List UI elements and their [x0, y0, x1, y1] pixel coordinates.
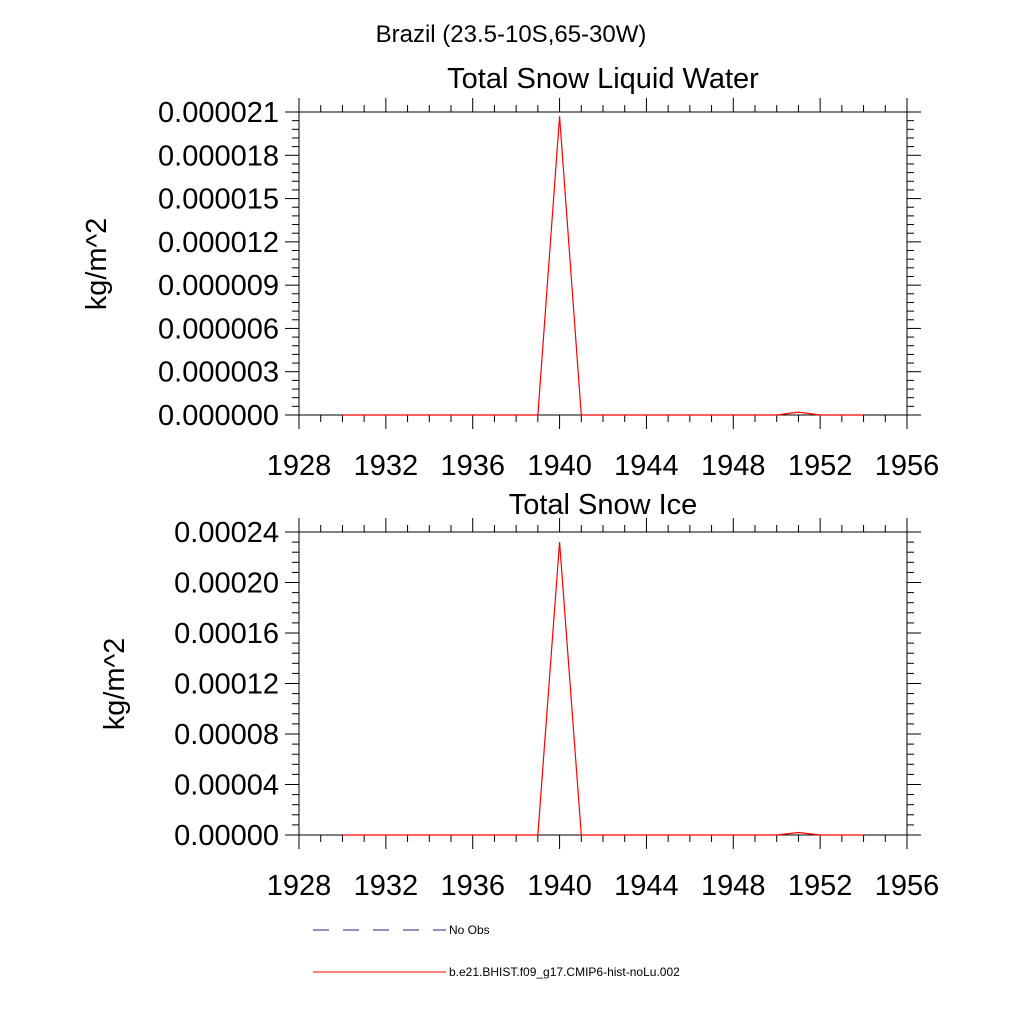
y-tick-label: 0.000000 [158, 400, 279, 432]
y-tick-label: 0.00000 [174, 820, 279, 852]
plot-area: 1928 1932 1936 1940 1944 1948 1952 1956 0.000000… [158, 97, 939, 482]
y-tick-label: 0.00016 [174, 618, 279, 650]
y-tick-label: 0.000009 [158, 270, 279, 302]
y-tick-label: 0.000021 [158, 97, 279, 129]
legend-label: No Obs [449, 923, 490, 937]
plot-frame [298, 111, 908, 416]
chart-title: Total Snow Ice [509, 489, 698, 521]
plot-area: 1928 1932 1936 1940 1944 1948 1952 1956 0.00000 0… [174, 517, 939, 902]
x-tick-label: 1936 [440, 450, 505, 482]
y-tick-label: 0.00008 [174, 719, 279, 751]
y-axis-label: kg/m^2 [99, 638, 131, 731]
y-tick-label: 0.000015 [158, 184, 279, 216]
x-tick-label: 1928 [267, 450, 332, 482]
x-tick-label: 1936 [440, 870, 505, 902]
chart-snow-ice: Total Snow Ice kg/m^2 1928 1932 1936 1940 19… [99, 489, 939, 902]
x-tick-label: 1940 [527, 870, 592, 902]
chart-title: Total Snow Liquid Water [447, 63, 759, 95]
chart-liquid-water: Total Snow Liquid Water kg/m^2 1928 1932 1… [81, 63, 939, 482]
x-tick-label: 1944 [614, 870, 679, 902]
x-tick-label: 1952 [788, 870, 853, 902]
y-tick-label: 0.000018 [158, 140, 279, 172]
x-tick-label: 1928 [267, 870, 332, 902]
x-tick-label: 1952 [788, 450, 853, 482]
series-line [342, 542, 864, 836]
y-tick-label: 0.000006 [158, 313, 279, 345]
x-tick-label: 1944 [614, 450, 679, 482]
y-tick-label: 0.00012 [174, 669, 279, 701]
legend: No Obs b.e21.BHIST.f09_g17.CMIP6-hist-no… [313, 923, 680, 979]
x-tick-label: 1956 [875, 450, 940, 482]
y-tick-label: 0.00004 [174, 770, 279, 802]
x-tick-label: 1956 [875, 870, 940, 902]
y-tick-label: 0.000012 [158, 227, 279, 259]
plot-frame [298, 531, 908, 836]
series-line [342, 116, 864, 416]
x-tick-label: 1948 [701, 870, 766, 902]
y-tick-label: 0.000003 [158, 357, 279, 389]
legend-entry: b.e21.BHIST.f09_g17.CMIP6-hist-noLu.002 [313, 965, 680, 979]
y-axis-label: kg/m^2 [81, 218, 113, 311]
legend-entry: No Obs [313, 923, 490, 937]
y-tick-label: 0.00020 [174, 568, 279, 600]
y-tick-label: 0.00024 [174, 517, 279, 549]
x-tick-label: 1940 [527, 450, 592, 482]
x-tick-label: 1932 [354, 450, 419, 482]
x-tick-label: 1948 [701, 450, 766, 482]
figure-title: Brazil (23.5-10S,65-30W) [376, 21, 647, 48]
legend-label: b.e21.BHIST.f09_g17.CMIP6-hist-noLu.002 [449, 965, 680, 979]
x-tick-label: 1932 [354, 870, 419, 902]
